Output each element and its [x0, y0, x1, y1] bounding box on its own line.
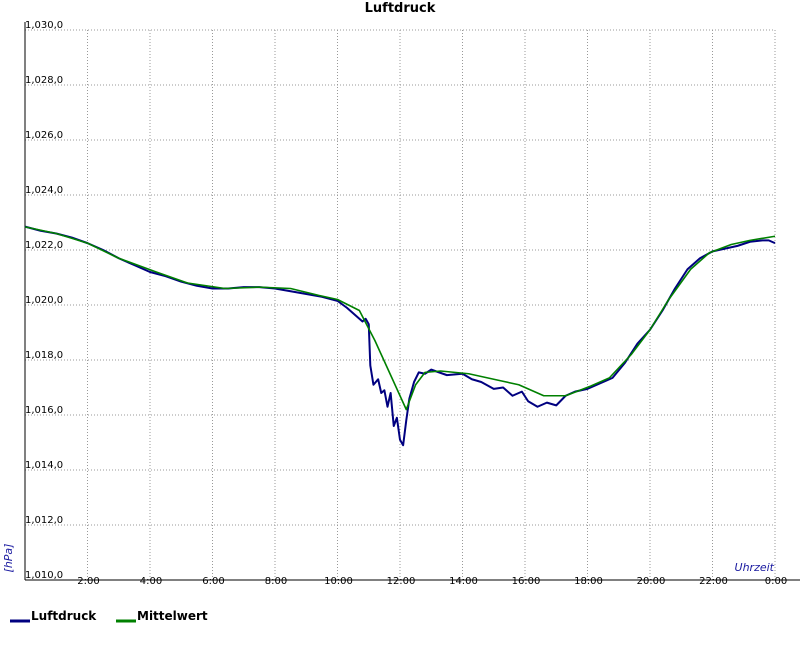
y-axis-label: [hPa] — [2, 544, 15, 573]
chart-title: Luftdruck — [365, 1, 436, 16]
y-tick-label: 1,016,0 — [25, 405, 63, 416]
y-tick-label: 1,028,0 — [25, 75, 63, 86]
x-tick-label: 0:00 — [765, 576, 787, 587]
x-tick-label: 10:00 — [324, 576, 353, 587]
x-tick-label: 12:00 — [387, 576, 416, 587]
y-tick-label: 1,022,0 — [25, 240, 63, 251]
x-tick-label: 18:00 — [574, 576, 603, 587]
grid: 1,010,0 1,012,0 1,014,0 1,016,0 1,018,0 1,020… — [24, 20, 800, 587]
x-tick-label: 16:00 — [512, 576, 541, 587]
legend: Luftdruck Mittelwert — [10, 609, 208, 623]
x-axis-label: Uhrzeit — [735, 561, 775, 574]
y-tick-label: 1,024,0 — [25, 185, 63, 196]
x-tick-label: 14:00 — [449, 576, 478, 587]
y-tick-label: 1,018,0 — [25, 350, 63, 361]
y-tick-label: 1,026,0 — [25, 130, 63, 141]
y-tick-label: 1,012,0 — [25, 515, 63, 526]
data-line — [24, 226, 776, 411]
x-tick-label: 8:00 — [265, 576, 287, 587]
legend-label: Mittelwert — [137, 609, 208, 623]
x-tick-label: 4:00 — [140, 576, 162, 587]
x-tick-label: 2:00 — [77, 576, 99, 587]
plot — [24, 225, 776, 447]
x-tick-label: 22:00 — [699, 576, 728, 587]
x-tick-label: 20:00 — [637, 576, 666, 587]
y-tick-label: 1,010,0 — [25, 570, 63, 581]
legend-label: Luftdruck — [31, 609, 97, 623]
y-tick-label: 1,020,0 — [25, 295, 63, 306]
y-tick-label: 1,014,0 — [25, 460, 63, 471]
data-line — [24, 225, 776, 447]
x-tick-label: 6:00 — [202, 576, 224, 587]
y-tick-label: 1,030,0 — [25, 20, 63, 31]
